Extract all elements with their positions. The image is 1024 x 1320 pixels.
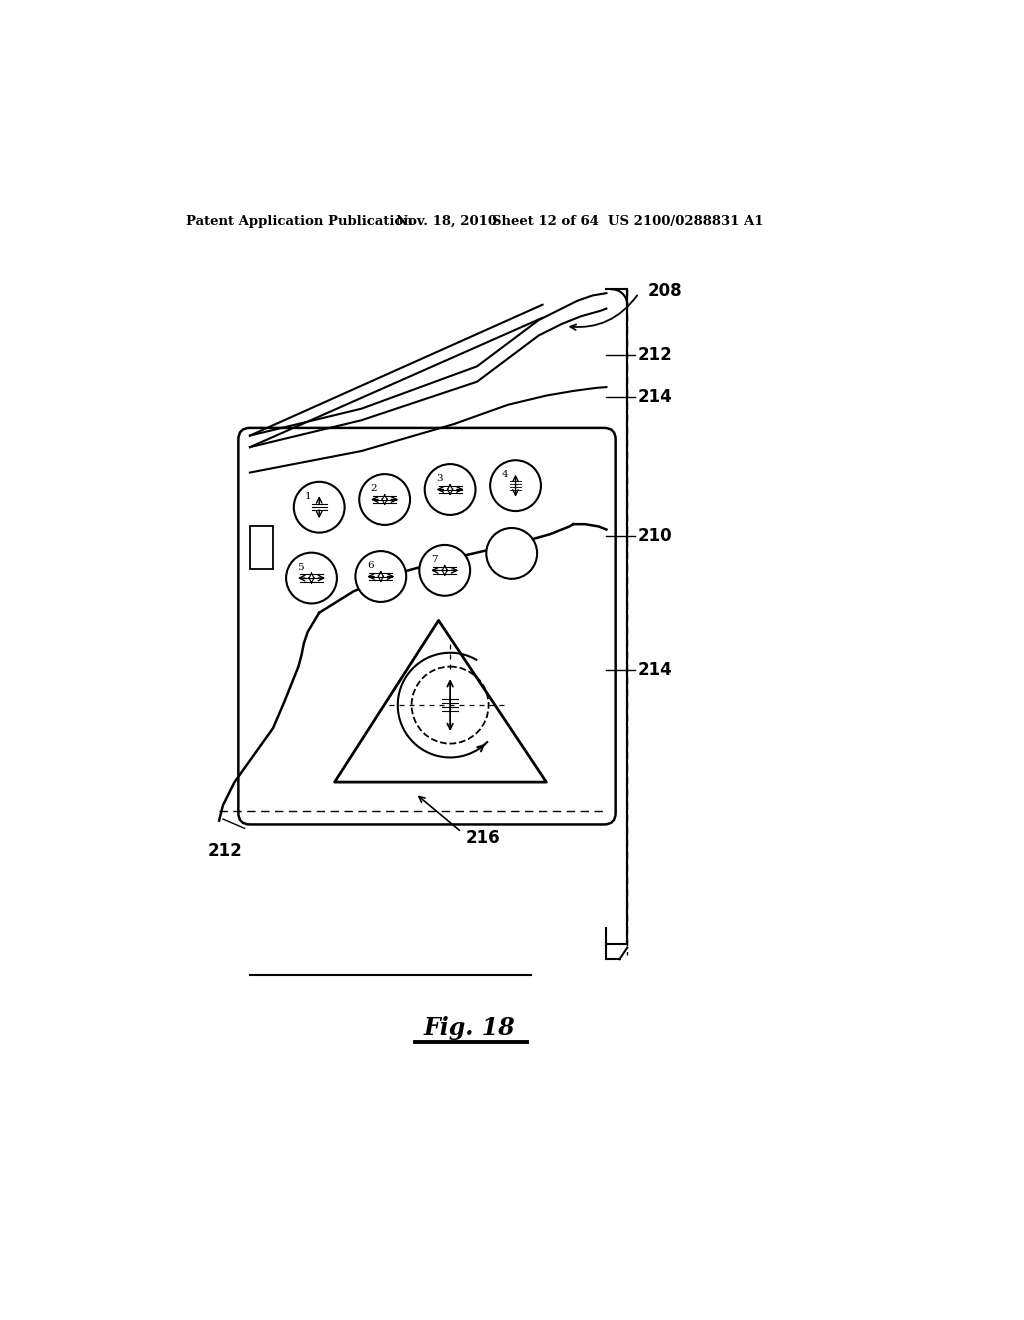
Text: 4: 4 <box>502 470 508 479</box>
Text: 3: 3 <box>436 474 442 483</box>
Text: Nov. 18, 2010: Nov. 18, 2010 <box>396 215 498 228</box>
Polygon shape <box>335 620 547 781</box>
FancyBboxPatch shape <box>239 428 615 825</box>
Bar <box>250 527 273 569</box>
Circle shape <box>359 474 410 525</box>
Text: 216: 216 <box>466 829 500 846</box>
Text: Fig. 18: Fig. 18 <box>424 1016 515 1040</box>
Text: 5: 5 <box>298 562 304 572</box>
Text: US 2100/0288831 A1: US 2100/0288831 A1 <box>608 215 764 228</box>
Text: 6: 6 <box>367 561 374 570</box>
Text: Patent Application Publication: Patent Application Publication <box>186 215 413 228</box>
Text: 212: 212 <box>208 842 243 861</box>
Text: 212: 212 <box>637 346 672 364</box>
Text: 214: 214 <box>637 388 672 407</box>
Text: Sheet 12 of 64: Sheet 12 of 64 <box>493 215 599 228</box>
Text: 214: 214 <box>637 661 672 680</box>
Text: 2: 2 <box>371 484 377 494</box>
Circle shape <box>355 552 407 602</box>
Circle shape <box>486 528 538 579</box>
Text: 1: 1 <box>305 492 312 502</box>
Text: 7: 7 <box>431 556 437 564</box>
Circle shape <box>425 465 475 515</box>
Text: 208: 208 <box>648 282 683 300</box>
Circle shape <box>294 482 345 532</box>
Circle shape <box>490 461 541 511</box>
Circle shape <box>286 553 337 603</box>
Circle shape <box>419 545 470 595</box>
Text: 210: 210 <box>637 527 672 545</box>
